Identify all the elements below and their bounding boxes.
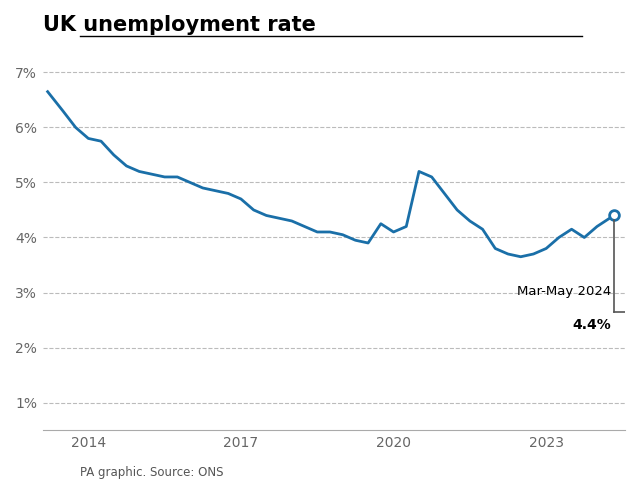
Text: 4.4%: 4.4% [573,318,611,333]
Text: UK unemployment rate: UK unemployment rate [42,15,316,35]
Text: PA graphic. Source: ONS: PA graphic. Source: ONS [80,466,223,479]
Text: Mar-May 2024: Mar-May 2024 [517,285,611,298]
